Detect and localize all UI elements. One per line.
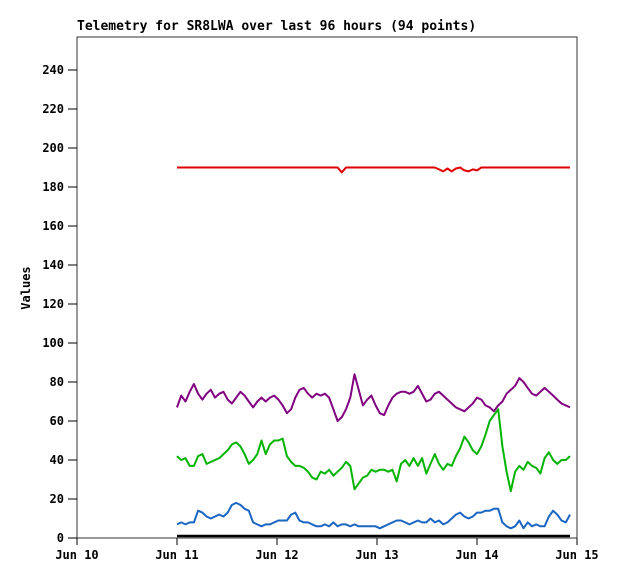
y-tick-label: 240 bbox=[42, 63, 64, 77]
x-tick-label: Jun 12 bbox=[255, 548, 298, 562]
x-tick-label: Jun 10 bbox=[55, 548, 98, 562]
x-tick-label: Jun 11 bbox=[155, 548, 198, 562]
y-tick-label: 40 bbox=[50, 453, 64, 467]
y-tick-label: 180 bbox=[42, 180, 64, 194]
y-tick-label: 80 bbox=[50, 375, 64, 389]
y-tick-label: 220 bbox=[42, 102, 64, 116]
y-axis-ticks: 0 20 40 60 80 100 120 140 160 180 200 220 240 bbox=[42, 63, 77, 545]
series-blue-line bbox=[176, 501, 571, 530]
y-tick-label: 60 bbox=[50, 414, 64, 428]
series-red-line bbox=[177, 166, 570, 174]
chart-title: Telemetry for SR8LWA over last 96 hours … bbox=[77, 19, 476, 34]
y-tick-label: 0 bbox=[57, 531, 64, 545]
y-tick-label: 20 bbox=[50, 492, 64, 506]
plot-border bbox=[76, 36, 578, 539]
x-axis-ticks: Jun 10 Jun 11 Jun 12 Jun 13 Jun 14 Jun 15 bbox=[55, 538, 599, 562]
series-green-line bbox=[176, 408, 571, 493]
y-tick-label: 160 bbox=[42, 219, 64, 233]
y-tick-label: 100 bbox=[42, 336, 64, 350]
y-tick-label: 200 bbox=[42, 141, 64, 155]
y-tick-label: 140 bbox=[42, 258, 64, 272]
y-axis-label: Values bbox=[19, 266, 33, 309]
x-tick-label: Jun 13 bbox=[355, 548, 398, 562]
y-tick-label: 120 bbox=[42, 297, 64, 311]
data-series bbox=[176, 166, 571, 538]
x-tick-label: Jun 15 bbox=[555, 548, 598, 562]
x-tick-label: Jun 14 bbox=[455, 548, 498, 562]
series-purple-line bbox=[176, 373, 571, 422]
